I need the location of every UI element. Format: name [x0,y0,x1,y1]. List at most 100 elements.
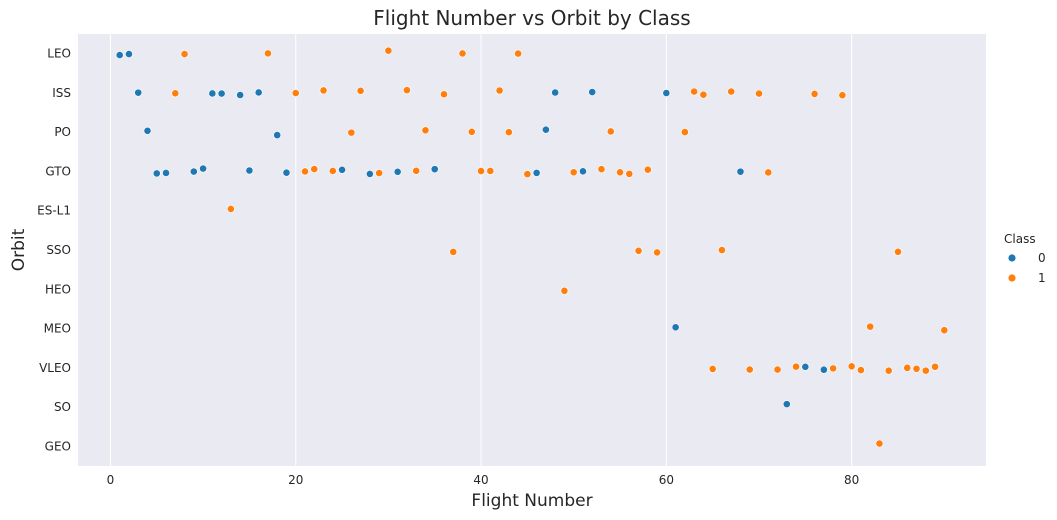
data-points [115,46,949,448]
data-point-class-0 [125,50,133,58]
y-tick-label: MEO [44,322,71,336]
data-point-class-1 [180,50,189,58]
y-axis-title: Orbit [9,228,29,271]
y-tick-label: ES-L1 [37,204,71,218]
data-point-class-1 [449,247,458,256]
data-point-class-1 [495,86,504,95]
data-point-class-0 [588,88,597,96]
data-point-class-0 [579,167,587,176]
data-point-class-0 [541,125,550,134]
data-point-class-1 [764,168,773,177]
data-point-class-0 [736,167,745,176]
data-point-class-0 [338,165,346,174]
y-tick-label: SSO [46,243,71,257]
data-point-class-0 [162,169,170,177]
data-point-class-1 [727,87,736,96]
data-point-class-1 [894,247,902,256]
data-point-class-1 [514,49,523,58]
legend-label-class-1: 1 [1038,271,1046,285]
data-point-class-1 [504,128,513,137]
data-point-class-1 [523,170,532,179]
data-point-class-1 [375,169,384,177]
data-point-class-1 [606,127,615,136]
data-point-class-1 [384,46,393,55]
data-point-class-0 [152,169,161,178]
data-point-class-1 [857,366,865,374]
data-point-class-1 [921,366,930,375]
x-tick-label: 60 [659,473,674,487]
data-point-class-1 [226,205,235,213]
data-point-class-1 [301,167,309,176]
data-point-class-0 [134,88,143,97]
data-point-class-1 [708,365,717,373]
y-tick-label: ISS [52,86,71,100]
data-point-class-1 [773,365,782,374]
plot-background [78,34,986,466]
data-point-class-1 [458,49,467,58]
legend-label-class-0: 0 [1038,251,1046,265]
x-axis-title: Flight Number [471,491,592,511]
data-point-class-1 [347,128,356,137]
x-tick-label: 40 [473,473,488,487]
data-point-class-1 [931,362,939,371]
x-tick-label: 80 [844,473,859,487]
legend: Class 01 [1004,232,1046,285]
data-point-class-1 [653,248,661,257]
grid-lines [109,34,853,466]
data-point-class-1 [403,86,411,95]
y-tick-label: LEO [47,47,71,61]
data-point-class-0 [273,131,282,140]
data-point-class-0 [430,165,439,174]
data-point-class-1 [171,89,180,98]
data-point-class-1 [940,326,949,335]
legend-title: Class [1004,232,1036,246]
data-point-class-1 [755,89,763,98]
data-point-class-1 [866,322,875,331]
data-point-class-1 [412,166,421,175]
data-point-class-0 [245,166,254,175]
legend-marker-class-1 [1008,274,1016,282]
y-tick-label: SO [54,400,71,414]
legend-marker-class-0 [1008,254,1016,262]
y-tick-label: VLEO [39,361,71,375]
data-point-class-1 [912,364,921,373]
data-point-class-0 [365,170,374,178]
data-point-class-1 [477,167,485,175]
data-point-class-1 [264,49,272,58]
data-point-class-1 [421,126,430,135]
data-point-class-1 [597,165,606,174]
data-point-class-1 [875,439,884,448]
data-point-class-1 [643,165,652,174]
data-point-class-1 [356,86,365,95]
data-point-class-0 [819,365,828,374]
y-tick-label: GEO [45,439,71,453]
data-point-class-1 [440,90,448,99]
legend-entries: 01 [1008,251,1046,285]
data-point-class-1 [486,167,495,175]
data-point-class-1 [310,165,319,173]
data-point-class-1 [847,362,856,371]
data-point-class-1 [680,128,689,137]
x-tick-label: 20 [288,473,303,487]
y-tick-label: GTO [45,164,71,178]
data-point-class-1 [690,87,699,96]
data-point-class-1 [745,365,754,374]
data-point-class-1 [829,364,838,373]
data-point-class-0 [801,362,810,371]
x-tick-label: 0 [107,473,115,487]
data-point-class-0 [782,400,791,409]
data-point-class-1 [569,168,578,177]
y-tick-label: HEO [45,282,71,296]
data-point-class-1 [838,91,847,100]
data-point-class-1 [699,90,708,99]
chart-title: Flight Number vs Orbit by Class [373,6,690,30]
data-point-class-1 [328,167,337,175]
data-point-class-0 [551,88,560,97]
data-point-class-0 [282,168,291,177]
data-point-class-1 [616,168,624,177]
data-point-class-0 [199,164,207,173]
data-point-class-1 [319,86,328,95]
data-point-class-1 [903,363,912,372]
data-point-class-1 [560,286,569,295]
